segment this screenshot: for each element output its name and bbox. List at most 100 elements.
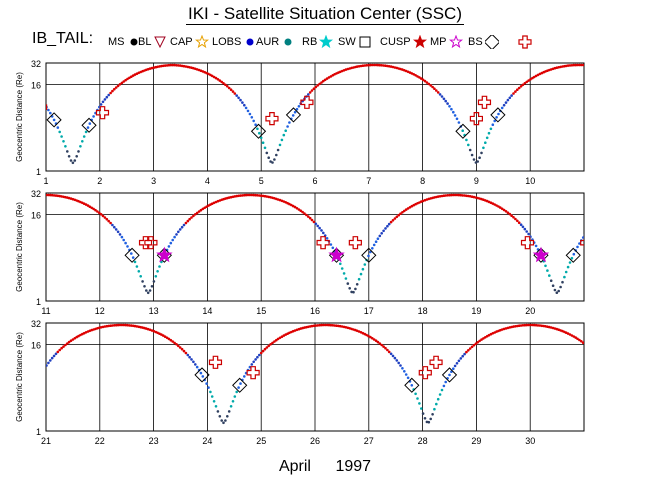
orbit-point xyxy=(241,194,244,197)
orbit-point xyxy=(500,207,504,211)
x-tick-label: 22 xyxy=(95,436,105,446)
orbit-point xyxy=(557,289,560,293)
orbit-point xyxy=(564,270,568,274)
orbit-point xyxy=(440,388,444,392)
orbit-point xyxy=(186,219,190,223)
orbit-point xyxy=(73,159,77,162)
orbit-point xyxy=(497,112,500,116)
x-tick-label: 1 xyxy=(43,176,48,186)
orbit-point xyxy=(314,324,318,327)
orbit-point xyxy=(576,63,579,67)
x-tick-label: 11 xyxy=(41,306,50,316)
orbit-point xyxy=(49,359,52,362)
y-tick-label: 32 xyxy=(31,319,41,329)
orbit-point xyxy=(90,206,93,210)
orbit-point xyxy=(331,246,335,250)
orbit-point xyxy=(382,229,385,233)
orbit-point xyxy=(38,96,41,99)
orbit-point xyxy=(482,337,485,340)
orbit-point xyxy=(116,323,120,327)
orbit-point xyxy=(433,407,436,411)
orbit-point xyxy=(512,216,515,219)
orbit-point xyxy=(248,112,252,116)
orbit-point xyxy=(429,417,433,421)
orbit-point xyxy=(506,211,510,214)
orbit-point xyxy=(241,101,244,104)
bow-shock-marker xyxy=(124,247,140,263)
orbit-point xyxy=(525,230,528,233)
orbit-point xyxy=(263,146,267,150)
orbit-point xyxy=(591,64,594,67)
orbit-point xyxy=(216,410,220,413)
orbit-point xyxy=(578,242,581,245)
orbit-point xyxy=(504,101,508,104)
orbit-point xyxy=(450,193,453,197)
orbit-point xyxy=(216,78,220,81)
orbit-point xyxy=(431,413,434,416)
orbit-point xyxy=(40,98,43,101)
orbit-point xyxy=(169,241,173,245)
orbit-point xyxy=(406,207,410,210)
orbit-point xyxy=(318,323,321,327)
orbit-point xyxy=(34,384,37,387)
orbit-point xyxy=(210,74,214,78)
orbit-point xyxy=(384,227,387,230)
orbit-point xyxy=(120,323,124,327)
orbit-point xyxy=(62,345,65,348)
x-tick-label: 3 xyxy=(151,176,156,186)
orbit-point xyxy=(101,100,105,104)
orbit-point xyxy=(195,365,199,369)
orbit-point xyxy=(178,228,182,231)
legend-label: MP xyxy=(430,36,447,48)
orbit-point xyxy=(40,373,43,376)
orbit-point xyxy=(75,155,78,158)
orbit-point xyxy=(566,265,570,269)
orbit-point xyxy=(56,350,60,354)
orbit-point xyxy=(307,215,310,218)
orbit-point xyxy=(410,384,414,387)
orbit-point xyxy=(114,228,118,231)
orbit-point xyxy=(307,93,310,96)
orbit-point xyxy=(111,223,114,227)
orbit-point xyxy=(42,370,45,373)
orbit-point xyxy=(205,205,208,208)
orbit-point xyxy=(586,344,589,347)
orbit-point xyxy=(111,89,114,93)
x-tick-label: 5 xyxy=(259,176,264,186)
orbit-point xyxy=(184,221,188,225)
orbit-point xyxy=(290,203,293,207)
orbit-point xyxy=(329,323,333,327)
orbit-point xyxy=(201,207,205,211)
orbit-point xyxy=(382,345,385,348)
orbit-point xyxy=(465,138,468,142)
orbit-point xyxy=(224,83,227,87)
orbit-point xyxy=(586,64,589,67)
orbit-point xyxy=(107,93,110,97)
orbit-point xyxy=(472,158,476,161)
orbit-point xyxy=(124,323,127,327)
orbit-point xyxy=(444,194,448,197)
orbit-point xyxy=(376,63,380,67)
orbit-point xyxy=(414,74,417,77)
orbit-point xyxy=(380,64,384,67)
orbit-point xyxy=(446,194,449,197)
x-tick-label: 30 xyxy=(525,436,535,446)
orbit-point xyxy=(105,95,109,99)
footer-year: 1997 xyxy=(335,458,372,475)
orbit-point xyxy=(436,91,440,94)
orbit-point xyxy=(212,400,216,403)
orbit-point xyxy=(293,205,297,209)
orbit-point xyxy=(167,337,171,341)
orbit-point xyxy=(365,333,368,337)
orbit-point xyxy=(322,231,325,235)
orbit-point xyxy=(259,194,263,197)
orbit-point xyxy=(222,82,225,85)
orbit-point xyxy=(372,338,376,341)
orbit-point xyxy=(113,87,116,91)
orbit-point xyxy=(130,324,133,327)
bow-shock-marker xyxy=(232,377,248,393)
orbit-point xyxy=(314,222,318,226)
orbit-point xyxy=(561,280,564,284)
orbit-point xyxy=(367,254,370,258)
orbit-point xyxy=(442,384,446,388)
